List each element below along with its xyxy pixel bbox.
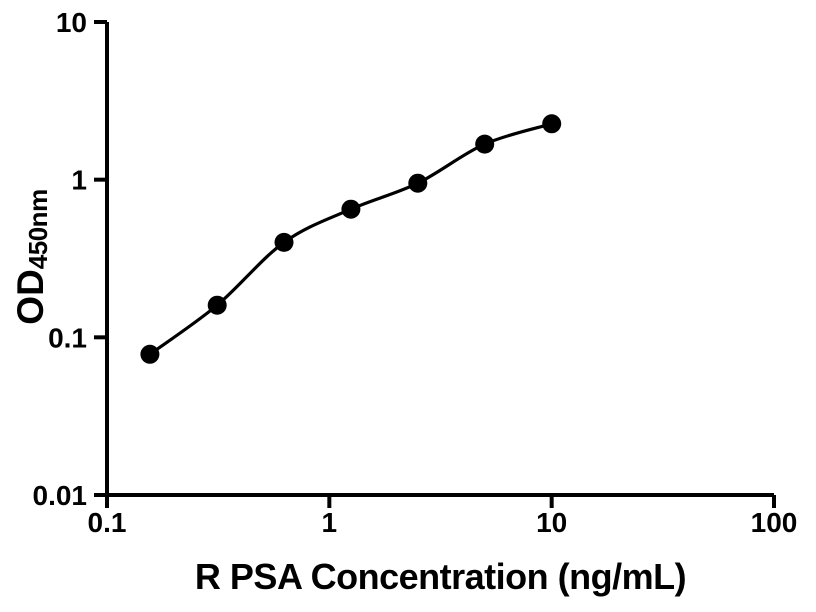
fit-curve <box>148 122 553 356</box>
y-axis-title: OD450nm <box>10 189 53 325</box>
y-tick-label: 10 <box>56 7 87 38</box>
y-tick-label: 1 <box>71 165 87 196</box>
data-point <box>341 199 361 219</box>
x-tick-label: 0.1 <box>88 507 127 538</box>
data-point <box>475 134 495 154</box>
y-tick-label: 0.01 <box>33 480 88 511</box>
data-point <box>408 173 428 193</box>
y-axis-title-main: OD <box>10 269 51 325</box>
data-point <box>542 114 562 134</box>
y-tick-label: 0.1 <box>48 322 87 353</box>
x-tick-label: 1 <box>322 507 338 538</box>
data-point <box>274 232 294 252</box>
data-point <box>140 344 160 364</box>
y-axis-title-subscript: 450nm <box>22 189 53 270</box>
x-tick-label: 10 <box>536 507 567 538</box>
data-point <box>207 295 227 315</box>
x-tick-label: 100 <box>751 507 798 538</box>
x-axis-title: R PSA Concentration (ng/mL) <box>194 556 687 597</box>
